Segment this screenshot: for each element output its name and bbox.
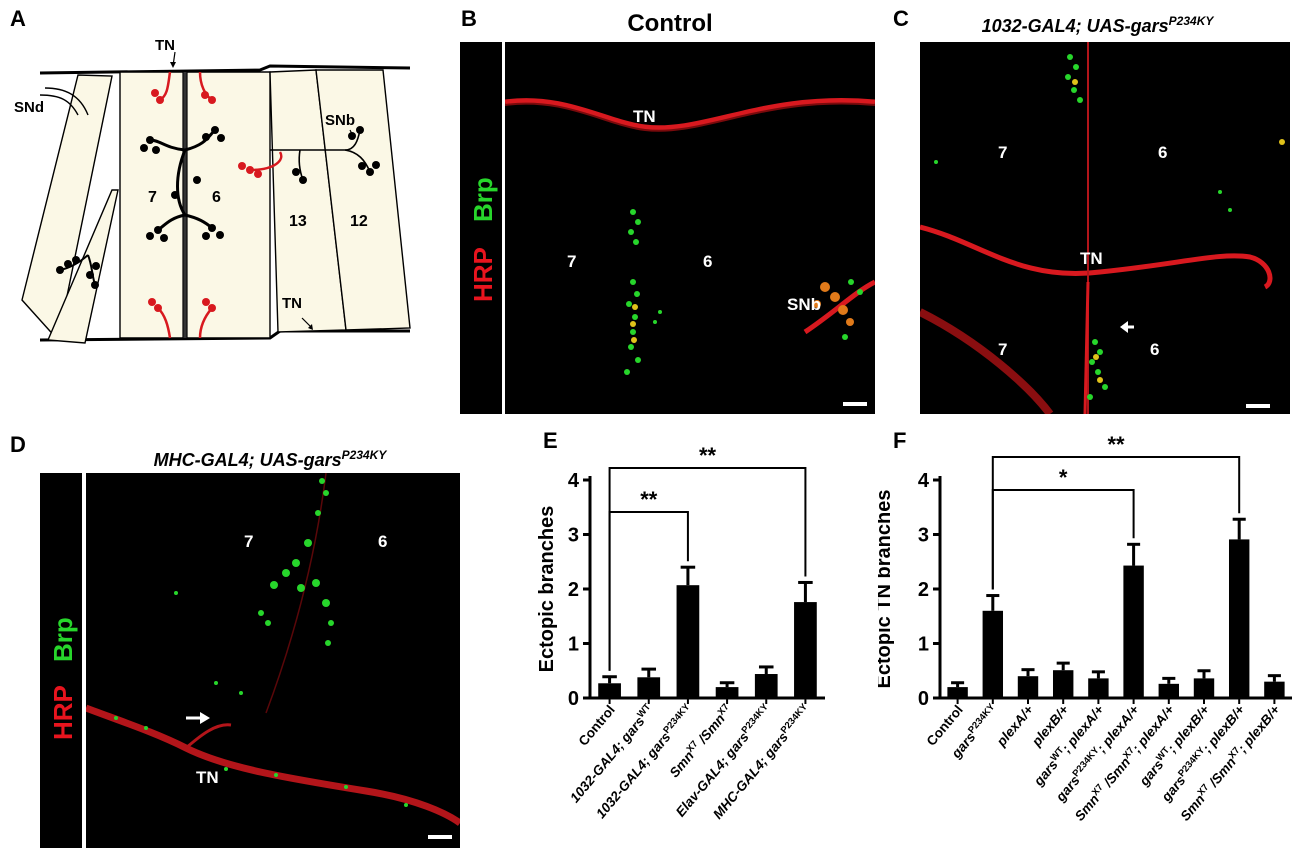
chart-f: Ectopic TN branches01234ControlgarsP234K… xyxy=(878,432,1292,824)
bar xyxy=(1264,681,1285,698)
panel-letter-b: B xyxy=(461,6,477,31)
bar xyxy=(794,602,817,698)
significance-bracket xyxy=(991,456,1241,590)
y-axis-label: Ectopic TN branches xyxy=(878,490,895,689)
y-tick-label: 1 xyxy=(918,634,929,656)
schematic-label-tn-top: TN xyxy=(155,37,175,54)
bar xyxy=(1158,683,1180,698)
bar xyxy=(754,674,778,698)
y-tick-label: 4 xyxy=(568,470,580,492)
y-tick-label: 2 xyxy=(568,579,579,601)
bar xyxy=(637,677,661,698)
panel-d-title-main: MHC-GAL4; UAS-gars xyxy=(153,450,342,470)
schematic-label-snd: SNd xyxy=(14,99,44,116)
panel-c-label-m7-bot: 7 xyxy=(998,340,1007,359)
y-tick-label: 1 xyxy=(568,634,579,656)
body-wall-bottom-line xyxy=(39,329,410,342)
schematic-label-snb: SNb xyxy=(325,112,355,129)
panel-c-scalebar xyxy=(1246,404,1270,408)
schematic-label-m13: 13 xyxy=(289,213,307,230)
muscle-left-outer xyxy=(21,74,113,342)
panel-b-stain-bar xyxy=(460,42,502,414)
panel-d-label-tn: TN xyxy=(196,768,219,787)
panel-c-title: 1032-GAL4; UAS-garsP234KY xyxy=(925,14,1270,37)
bar xyxy=(1193,678,1215,698)
bar xyxy=(676,585,700,698)
panel-b-title: Control xyxy=(627,10,713,37)
x-tick-label: plexA/+ xyxy=(993,702,1036,750)
bar xyxy=(1017,676,1039,698)
panel-c-title-main: 1032-GAL4; UAS-gars xyxy=(981,16,1169,36)
panel-b-stain-hrp: HRP xyxy=(468,247,498,302)
bar xyxy=(1228,539,1250,698)
y-tick-label: 0 xyxy=(568,688,579,710)
significance-label: ** xyxy=(699,443,717,468)
schematic-label-m7: 7 xyxy=(148,189,157,206)
panel-d-label-m7: 7 xyxy=(244,532,253,551)
bar xyxy=(1088,678,1109,698)
panel-c-label-m6-bot: 6 xyxy=(1150,340,1159,359)
y-tick-label: 4 xyxy=(918,470,930,492)
significance-label: * xyxy=(1059,465,1068,490)
y-tick-label: 0 xyxy=(918,688,929,710)
panel-letter-d: D xyxy=(10,432,26,457)
muscle-7-6 xyxy=(119,71,271,339)
bar xyxy=(1052,670,1074,698)
panel-d-stain-bar xyxy=(40,473,82,848)
bar xyxy=(1123,565,1144,698)
panel-d-micrograph: 7 6 TN xyxy=(86,473,460,848)
muscle-left-inner xyxy=(46,189,119,344)
significance-label: ** xyxy=(1107,432,1125,457)
schematic-label-m6: 6 xyxy=(212,189,221,206)
y-tick-label: 3 xyxy=(568,525,579,547)
panel-c-label-tn: TN xyxy=(1080,249,1103,268)
panel-c-label-m7-top: 7 xyxy=(998,143,1007,162)
bar xyxy=(947,687,968,698)
panel-b-label-m6: 6 xyxy=(703,252,712,271)
y-axis-label: Ectopic branches xyxy=(536,506,558,673)
panel-d-scalebar xyxy=(428,835,452,839)
panel-b-label-snb: SNb xyxy=(787,295,821,314)
panel-d-label-m6: 6 xyxy=(378,532,387,551)
panel-b-stain-brp: Brp xyxy=(468,177,498,222)
y-tick-label: 3 xyxy=(918,525,929,547)
significance-bracket xyxy=(608,511,689,671)
panel-d-title-sup: P234KY xyxy=(341,448,387,462)
bar xyxy=(715,687,739,698)
muscle-12 xyxy=(315,69,411,331)
significance-label: ** xyxy=(640,487,658,512)
panel-letter-f: F xyxy=(893,428,907,453)
bar xyxy=(982,610,1004,698)
panel-c-micrograph: 7 6 TN 7 6 xyxy=(920,42,1290,414)
significance-bracket xyxy=(991,489,1135,590)
bar xyxy=(598,683,621,698)
panel-c-arrow-icon xyxy=(1120,321,1134,333)
panel-a-schematic: TN SNd SNb 7 6 13 12 TN xyxy=(14,37,411,344)
y-tick-label: 2 xyxy=(918,579,929,601)
significance-bracket xyxy=(608,467,807,671)
panel-b-scalebar xyxy=(843,402,867,406)
panel-d-stain-brp: Brp xyxy=(48,617,78,662)
panel-b-micrograph: TN 7 6 SNb xyxy=(505,42,875,414)
panel-c-label-m6-top: 6 xyxy=(1158,143,1167,162)
panel-letter-e: E xyxy=(543,428,558,453)
panel-d-title: MHC-GAL4; UAS-garsP234KY xyxy=(100,448,440,471)
panel-c-title-sup: P234KY xyxy=(1168,14,1214,28)
panel-d-arrow-icon xyxy=(186,712,210,724)
panel-b-label-tn: TN xyxy=(633,107,656,126)
panel-letter-c: C xyxy=(893,6,909,31)
panel-letter-a: A xyxy=(10,6,26,31)
schematic-label-tn-bottom: TN xyxy=(282,295,302,312)
panel-d-stain-hrp: HRP xyxy=(48,685,78,740)
schematic-label-m12: 12 xyxy=(350,213,368,230)
panel-b-label-m7: 7 xyxy=(567,252,576,271)
